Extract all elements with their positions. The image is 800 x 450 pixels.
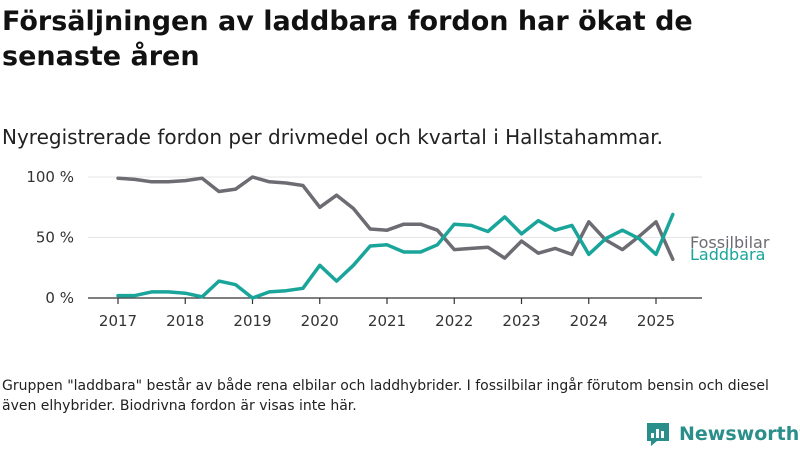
chart-title: Försäljningen av laddbara fordon har öka… xyxy=(2,6,693,72)
x-tick-label: 2020 xyxy=(301,312,339,330)
brand-name: Newsworthy xyxy=(679,423,800,445)
y-tick-label: 50 % xyxy=(36,229,74,247)
footnote: Gruppen "laddbara" består av både rena e… xyxy=(2,378,769,414)
line-chart: 0 % 50 % 100 % 2017 2018 2019 2020 2021 2022 2023… xyxy=(26,168,770,330)
x-tick-label: 2019 xyxy=(233,312,271,330)
x-tick-label: 2024 xyxy=(570,312,608,330)
series-label-laddbara: Laddbara xyxy=(690,245,765,264)
newsworthy-logo-icon xyxy=(647,423,669,446)
chart-subtitle: Nyregistrerade fordon per drivmedel och … xyxy=(2,125,663,149)
y-tick-label: 100 % xyxy=(26,168,74,186)
y-tick-label: 0 % xyxy=(45,289,74,307)
x-tick-label: 2022 xyxy=(435,312,473,330)
x-tick-label: 2017 xyxy=(99,312,137,330)
x-tick-label: 2023 xyxy=(502,312,540,330)
series-line-laddbara xyxy=(116,212,675,300)
x-tick-label: 2025 xyxy=(637,312,675,330)
x-tick-label: 2021 xyxy=(368,312,406,330)
brand-logo: Newsworthy xyxy=(645,421,800,447)
x-tick-label: 2018 xyxy=(166,312,204,330)
series-label-fossilbilar: Fossilbilar xyxy=(690,233,770,252)
